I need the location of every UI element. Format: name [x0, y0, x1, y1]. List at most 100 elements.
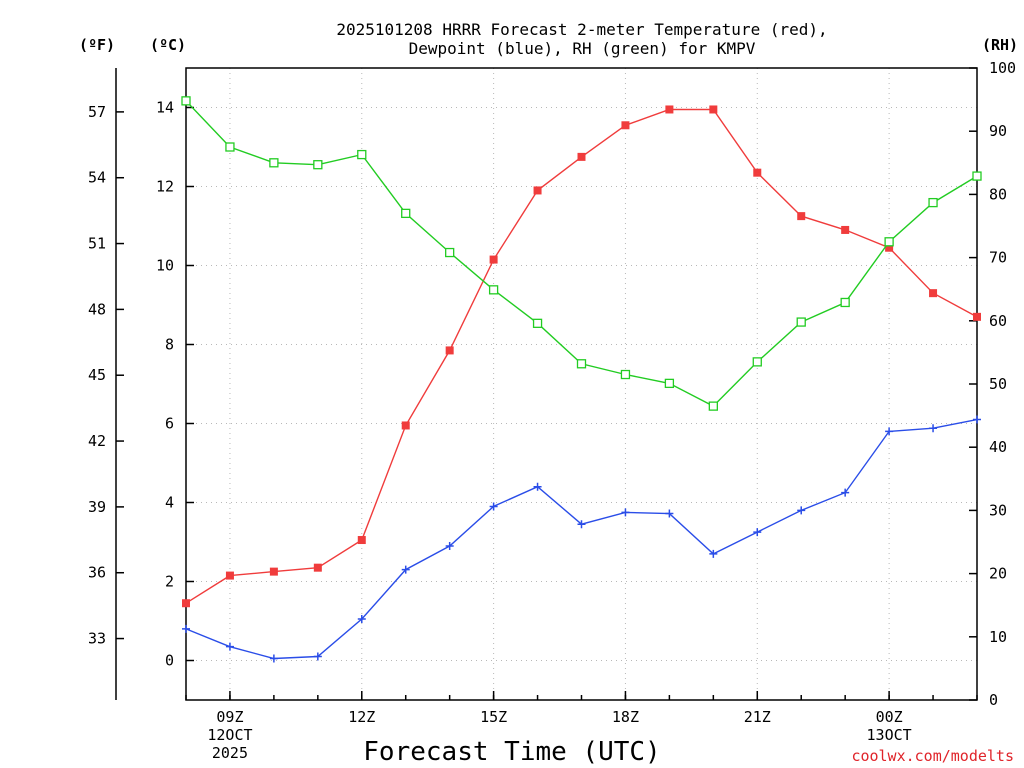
x-tick-label: 00Z — [876, 708, 903, 726]
dewpoint-point — [797, 506, 806, 515]
rh-point — [488, 285, 499, 295]
dewpoint-point — [313, 652, 322, 661]
rh-point — [269, 158, 279, 168]
series-temperature — [182, 105, 981, 608]
rh-point — [225, 142, 235, 152]
rh-tick-label: 60 — [989, 312, 1007, 330]
temperature-point — [445, 346, 454, 355]
rh-tick-label: 20 — [989, 565, 1007, 583]
temperature-point — [489, 255, 498, 264]
rh-point — [840, 297, 850, 308]
rh-point — [445, 247, 455, 258]
temperature-point — [269, 567, 278, 576]
temperature-point — [973, 312, 981, 321]
fahrenheit-tick-label: 36 — [88, 564, 106, 582]
temperature-line — [185, 108, 978, 604]
celsius-tick-label: 4 — [165, 494, 174, 512]
fahrenheit-tick-label: 42 — [88, 432, 106, 450]
dewpoint-point — [753, 528, 762, 537]
dewpoint-point — [182, 624, 190, 633]
celsius-tick-label: 2 — [165, 573, 174, 591]
celsius-unit-label: (ºC) — [150, 36, 186, 54]
rh-point — [928, 197, 938, 208]
temperature-point — [665, 105, 674, 114]
celsius-tick-label: 10 — [156, 257, 174, 275]
x-tick-label: 18Z — [612, 708, 639, 726]
rh-point — [357, 149, 367, 160]
rh-point — [664, 378, 675, 389]
rh-point — [708, 401, 718, 411]
rh-unit-label: (RH) — [982, 36, 1018, 54]
temperature-point — [225, 571, 234, 580]
dewpoint-point — [885, 427, 894, 436]
dewpoint-point — [357, 615, 366, 624]
celsius-tick-label: 14 — [156, 99, 174, 117]
dewpoint-point — [445, 541, 454, 550]
temperature-point — [753, 168, 762, 177]
rh-point — [796, 317, 806, 327]
dewpoint-point — [973, 415, 981, 424]
dewpoint-point — [401, 565, 410, 574]
celsius-tick-label: 12 — [156, 178, 174, 196]
x-tick-label: 21Z — [744, 708, 771, 726]
x-tick-label: 12OCT — [207, 726, 252, 744]
dewpoint-point — [489, 502, 498, 511]
temperature-point — [401, 421, 410, 430]
temperature-point — [621, 121, 630, 130]
fahrenheit-tick-label: 33 — [88, 630, 106, 648]
rh-tick-label: 100 — [989, 59, 1016, 77]
temperature-point — [533, 186, 542, 195]
fahrenheit-tick-label: 57 — [88, 103, 106, 121]
chart-title-line-1: 2025101208 HRRR Forecast 2-meter Tempera… — [336, 20, 827, 39]
rh-point — [972, 171, 982, 181]
temperature-point — [182, 599, 190, 608]
dewpoint-point — [225, 642, 234, 651]
temperature-point — [577, 152, 586, 161]
rh-point — [532, 318, 543, 328]
temperature-point — [797, 212, 806, 221]
celsius-tick-label: 8 — [165, 336, 174, 354]
rh-tick-label: 30 — [989, 501, 1007, 519]
fahrenheit-tick-label: 51 — [88, 235, 106, 253]
x-tick-label: 09Z — [216, 708, 243, 726]
rh-tick-label: 0 — [989, 691, 998, 709]
x-tick-label: 13OCT — [867, 726, 912, 744]
fahrenheit-tick-label: 45 — [88, 366, 106, 384]
dewpoint-point — [577, 520, 586, 529]
rh-point — [620, 369, 631, 380]
celsius-tick-label: 6 — [165, 415, 174, 433]
gridlines — [186, 68, 977, 700]
series-rh — [181, 96, 982, 411]
dewpoint-point — [621, 508, 630, 517]
rh-tick-label: 10 — [989, 628, 1007, 646]
dewpoint-point — [665, 509, 674, 518]
credit-text: coolwx.com/modelts — [851, 747, 1014, 765]
chart-title: 2025101208 HRRR Forecast 2-meter Tempera… — [336, 20, 827, 58]
dewpoint-point — [533, 482, 542, 491]
rh-point — [401, 208, 411, 219]
temperature-point — [929, 289, 938, 298]
temperature-point — [313, 563, 322, 572]
dewpoint-line — [185, 418, 978, 660]
dewpoint-point — [929, 424, 938, 433]
rh-tick-label: 90 — [989, 122, 1007, 140]
tick-labels: 33 36 39 42 45 48 51 54 57 0 2 4 6 8 10 12 14 0 10 20 30 40 50… — [88, 59, 1016, 762]
temperature-point — [841, 225, 850, 234]
chart-title-line-2: Dewpoint (blue), RH (green) for KMPV — [409, 39, 756, 58]
rh-tick-label: 40 — [989, 438, 1007, 456]
fahrenheit-unit-label: (ºF) — [79, 36, 115, 54]
rh-tick-label: 80 — [989, 185, 1007, 203]
x-axis-label: Forecast Time (UTC) — [363, 737, 660, 767]
rh-point — [181, 96, 191, 106]
x-tick-label: 12Z — [348, 708, 375, 726]
plot-frame — [185, 67, 978, 701]
celsius-tick-label: 0 — [165, 652, 174, 670]
dewpoint-point — [709, 549, 718, 558]
series-dewpoint — [182, 415, 981, 663]
rh-point — [884, 237, 894, 247]
rh-tick-label: 50 — [989, 375, 1007, 393]
temperature-point — [885, 243, 894, 252]
x-tick-label: 15Z — [480, 708, 507, 726]
fahrenheit-tick-label: 54 — [88, 169, 106, 187]
